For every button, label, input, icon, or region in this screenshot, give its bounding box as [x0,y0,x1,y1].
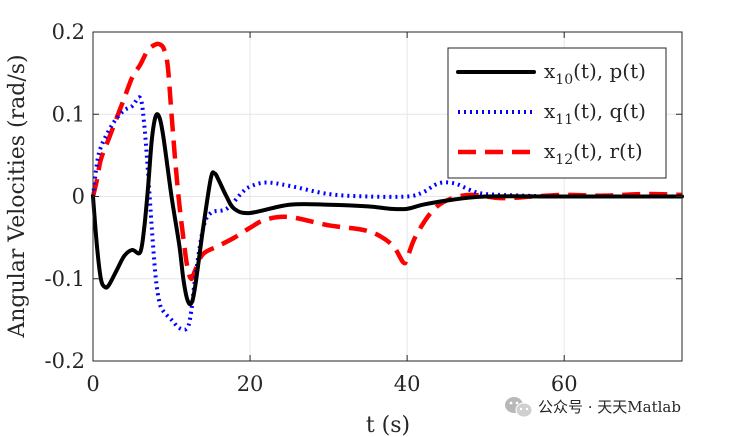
series-line-11 [91,95,683,332]
y-tick-label: -0.1 [45,267,86,291]
y-tick-label: 0.2 [52,20,85,44]
legend-label-10: x10(t), p(t) [544,59,646,88]
x-tick-label: 0 [86,372,99,396]
x-tick-label: 20 [237,372,264,396]
series-line-12 [90,41,683,282]
watermark-text: 公众号 · 天天Matlab [538,398,681,416]
ticks-group: 0 20 40 60 0.2 0.1 0 -0.1 -0.2 [45,20,682,396]
legend: x10(t), p(t) x11(t), q(t) x12(t), r(t) [447,47,667,179]
y-axis-label: Angular Velocities (rad/s) [5,54,30,338]
y-tick-label: 0.1 [52,102,85,126]
x-tick-label: 40 [394,372,421,396]
y-tick-label: 0 [72,185,85,209]
x-tick-label: 60 [551,372,578,396]
wechat-icon [505,397,533,418]
y-tick-label: -0.2 [45,349,86,373]
x-axis-label: t (s) [366,413,410,437]
series-group [90,41,684,332]
legend-label-12: x12(t), r(t) [544,139,643,168]
legend-label-11: x11(t), q(t) [544,99,646,128]
legend-box [447,47,667,179]
watermark: 公众号 · 天天Matlab [505,397,681,418]
series-line-10 [91,112,684,307]
